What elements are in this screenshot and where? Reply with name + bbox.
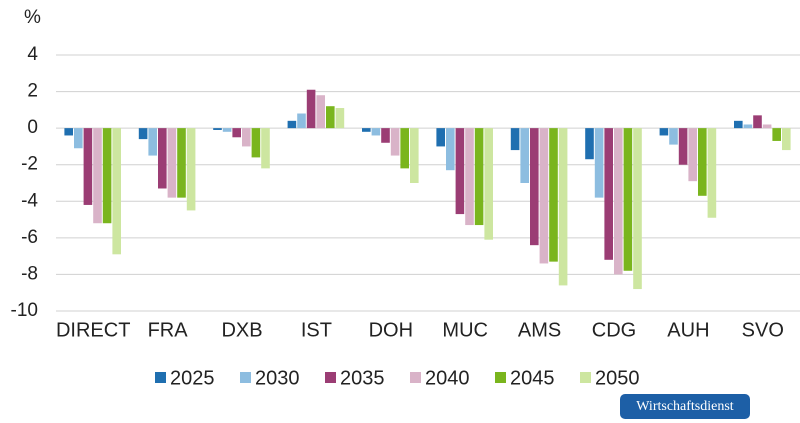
bar	[93, 128, 102, 224]
y-tick-label: 4	[27, 44, 38, 65]
bar	[436, 128, 445, 147]
bar	[585, 128, 594, 160]
legend-swatch	[495, 372, 506, 383]
bar	[102, 128, 112, 224]
bar	[659, 128, 669, 136]
legend-swatch	[155, 372, 166, 383]
legend-label: 2045	[510, 367, 555, 389]
y-tick-label: 2	[27, 81, 38, 102]
y-tick-label: -2	[21, 154, 38, 175]
bar	[484, 128, 493, 240]
bar	[707, 128, 717, 218]
bar	[232, 128, 241, 138]
bar	[64, 128, 73, 136]
bar	[678, 128, 688, 165]
bar	[753, 115, 762, 129]
bar	[604, 128, 613, 260]
bar	[158, 128, 167, 189]
x-tick-label: SVO	[742, 319, 784, 341]
legend-swatch	[580, 372, 591, 383]
bar	[316, 95, 325, 129]
x-tick-label: IST	[301, 319, 332, 341]
bar	[112, 128, 121, 255]
bar	[287, 120, 297, 129]
bar	[381, 128, 390, 143]
bar	[688, 128, 697, 182]
y-tick-label: -8	[21, 263, 38, 284]
x-tick-label: MUC	[442, 319, 488, 341]
bar	[530, 128, 539, 246]
bar	[539, 128, 549, 264]
bar	[167, 128, 177, 198]
bar	[594, 128, 604, 198]
x-tick-label: AMS	[518, 319, 561, 341]
y-tick-label: 0	[27, 117, 38, 138]
legend-swatch	[410, 372, 421, 383]
y-tick-label: -10	[11, 300, 38, 321]
legend-label: 2040	[425, 367, 470, 389]
bar	[251, 128, 261, 158]
bar	[148, 128, 157, 156]
y-tick-label: -6	[21, 227, 38, 248]
bar	[669, 128, 678, 145]
watermark-badge	[620, 394, 750, 419]
bar	[74, 128, 83, 149]
bar	[762, 124, 772, 129]
bar	[371, 128, 381, 136]
x-tick-label: FRA	[148, 319, 189, 341]
bar	[465, 128, 474, 226]
bar	[734, 120, 743, 129]
bar	[772, 128, 781, 141]
bar	[213, 128, 222, 130]
bar	[297, 113, 306, 129]
bar	[558, 128, 568, 286]
bar	[242, 128, 251, 147]
x-tick-label: AUH	[667, 319, 709, 341]
y-tick-label: -4	[21, 190, 38, 211]
bar	[698, 128, 707, 196]
bar	[614, 128, 623, 275]
legend-label: 2030	[255, 367, 300, 389]
bar	[261, 128, 270, 169]
legend-label: 2025	[170, 367, 215, 389]
bar	[222, 128, 232, 132]
bar	[410, 128, 419, 183]
bar	[510, 128, 520, 151]
x-tick-label: DIRECT	[56, 319, 130, 341]
bar	[186, 128, 196, 211]
bar	[782, 128, 791, 151]
legend-label: 2050	[595, 367, 640, 389]
bar	[335, 108, 345, 129]
bar	[520, 128, 529, 183]
bar	[138, 128, 148, 140]
bar	[326, 106, 335, 129]
bar	[362, 128, 371, 132]
bar	[549, 128, 558, 262]
bar	[623, 128, 633, 271]
bar	[455, 128, 465, 215]
bar	[474, 128, 484, 226]
x-tick-label: DOH	[369, 319, 413, 341]
x-tick-label: DXB	[221, 319, 262, 341]
bar	[446, 128, 455, 171]
bar	[400, 128, 409, 169]
bar	[177, 128, 186, 198]
legend-swatch	[325, 372, 336, 383]
x-tick-label: CDG	[592, 319, 636, 341]
watermark: Wirtschaftsdienst	[636, 399, 734, 414]
bar	[633, 128, 642, 290]
y-axis-label: %	[24, 7, 41, 28]
bar	[306, 89, 316, 129]
legend-label: 2035	[340, 367, 385, 389]
bar	[390, 128, 400, 156]
bar	[83, 128, 93, 205]
bar	[743, 124, 753, 129]
legend-swatch	[240, 372, 251, 383]
